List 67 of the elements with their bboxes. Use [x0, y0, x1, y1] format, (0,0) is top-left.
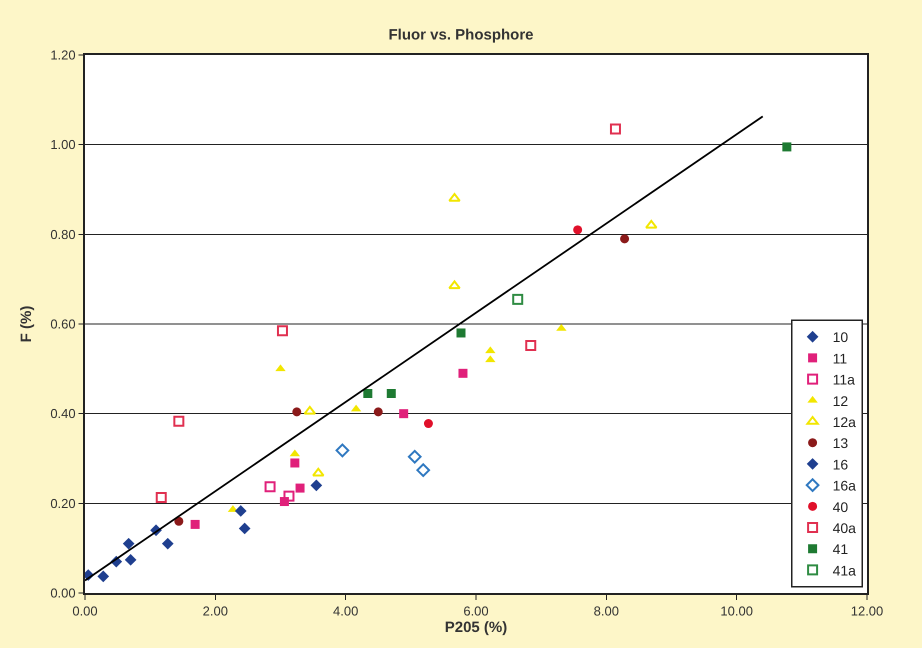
x-tick-label: 6.00	[463, 603, 489, 618]
legend-label: 13	[832, 435, 848, 452]
point	[310, 480, 322, 492]
point	[234, 505, 247, 517]
x-axis-title: P205 (%)	[444, 618, 508, 636]
legend-label: 41a	[832, 562, 856, 578]
legend-label: 11a	[832, 372, 856, 388]
x-tick-label: 4.00	[333, 603, 358, 618]
point	[610, 123, 621, 134]
point	[336, 444, 350, 458]
point	[264, 481, 276, 492]
y-tick-label: 0.00	[50, 586, 76, 601]
y-tick-label: 0.60	[50, 316, 76, 332]
point	[408, 450, 422, 464]
point	[122, 538, 135, 550]
point	[312, 468, 324, 477]
point	[156, 492, 167, 504]
point	[458, 368, 468, 378]
point	[276, 325, 288, 336]
point	[124, 554, 136, 566]
point	[448, 192, 461, 202]
legend-label: 16	[832, 456, 848, 472]
point	[448, 280, 461, 290]
point	[645, 220, 658, 229]
point	[292, 407, 302, 416]
point	[190, 520, 200, 529]
point	[456, 328, 466, 338]
point	[174, 516, 184, 526]
y-tick-label: 0.40	[50, 406, 76, 422]
point	[512, 294, 524, 305]
x-tick-label: 0.00	[72, 603, 98, 618]
point	[296, 484, 305, 493]
x-tick-label: 10.00	[720, 603, 753, 618]
point	[283, 490, 294, 502]
y-tick-label: 0.20	[50, 496, 76, 511]
legend-label: 41	[832, 541, 848, 558]
legend-label: 40	[832, 498, 848, 515]
y-tick-label: 1.20	[50, 48, 76, 63]
point	[782, 142, 792, 152]
point	[97, 570, 110, 582]
y-tick-label: 0.80	[50, 226, 76, 242]
point	[374, 407, 383, 416]
point	[525, 340, 536, 352]
x-tick-label: 2.00	[202, 603, 228, 618]
point	[620, 234, 630, 244]
point	[386, 388, 396, 398]
point	[238, 522, 251, 534]
legend-label: 40a	[832, 520, 856, 536]
point	[424, 419, 433, 428]
point	[304, 406, 316, 415]
chart-title: Fluor vs. Phosphore	[388, 26, 534, 44]
legend-label: 11	[832, 350, 848, 366]
x-tick-label: 8.00	[594, 603, 619, 618]
point	[363, 388, 372, 398]
legend-label: 10	[832, 329, 848, 346]
point	[416, 463, 430, 478]
y-tick-label: 1.00	[50, 137, 76, 152]
point	[290, 458, 300, 468]
legend-label: 16a	[832, 478, 856, 494]
y-axis-title: F (%)	[18, 306, 36, 342]
legend-label: 12	[832, 392, 848, 409]
point	[173, 416, 184, 427]
point	[573, 225, 582, 234]
point	[399, 409, 408, 418]
legend-label: 12a	[832, 414, 856, 430]
x-tick-label: 12.00	[850, 603, 884, 618]
point	[162, 538, 174, 550]
